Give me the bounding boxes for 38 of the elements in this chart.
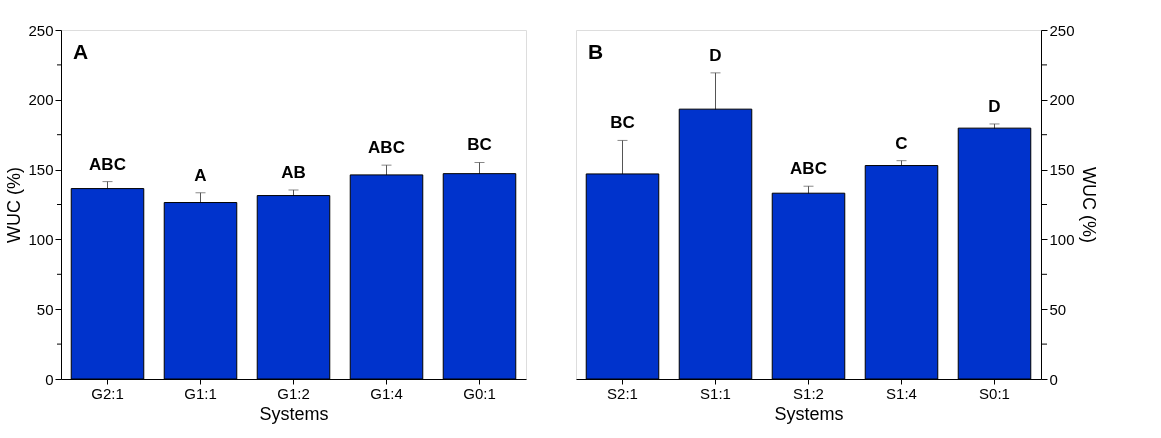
y2-axis-title: WUC (%) (1078, 167, 1099, 243)
annotation: D (988, 96, 1001, 116)
y2-tick-label: 200 (1049, 91, 1075, 109)
y-tick-label: 200 (28, 91, 54, 109)
x-tick-label: S1:1 (700, 384, 731, 402)
y-axis-title: WUC (%) (4, 167, 25, 243)
annotation: AB (281, 162, 306, 182)
chart-title: A (73, 40, 89, 63)
y-tick-label: 50 (36, 300, 54, 318)
annotation: A (194, 165, 207, 185)
x-tick-label: G1:4 (370, 384, 403, 402)
chart-title: B (588, 40, 604, 63)
x-tick-label: G2:1 (91, 384, 124, 402)
annotation: C (895, 133, 908, 153)
x-tick-label: G1:1 (184, 384, 217, 402)
annotation: D (709, 45, 722, 65)
annotation: ABC (89, 154, 126, 174)
x-tick-label: G0:1 (463, 384, 496, 402)
y2-tick-label: 0 (1049, 370, 1058, 388)
annotation: BC (467, 135, 492, 155)
y-tick-label: 150 (28, 161, 54, 179)
annotation: BC (610, 113, 635, 133)
y-tick-label: 250 (28, 21, 54, 39)
y2-tick-label: 100 (1049, 230, 1075, 248)
x-tick-label: S1:4 (886, 384, 917, 402)
x-axis-title: Systems (259, 403, 329, 424)
x-axis-title: Systems (774, 403, 844, 424)
annotation: ABC (368, 138, 405, 158)
y-tick-label: 100 (28, 230, 54, 248)
y2-tick-label: 250 (1049, 21, 1075, 39)
x-tick-label: S1:2 (793, 384, 824, 402)
y2-tick-label: 50 (1049, 300, 1067, 318)
annotation: ABC (790, 159, 827, 179)
y-tick-label: 0 (45, 370, 54, 388)
x-tick-label: G1:2 (277, 384, 310, 402)
y2-tick-label: 150 (1049, 161, 1075, 179)
x-tick-label: S2:1 (607, 384, 638, 402)
x-tick-label: S0:1 (979, 384, 1010, 402)
